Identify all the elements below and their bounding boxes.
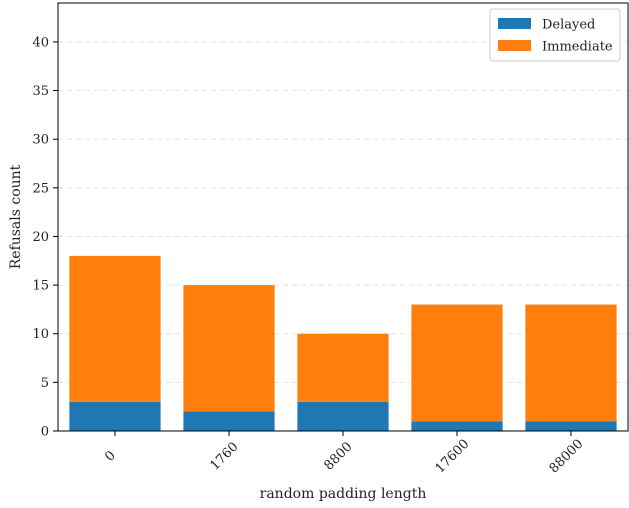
x-tick-label: 88000 bbox=[547, 437, 587, 477]
legend: Delayed Immediate bbox=[489, 8, 621, 62]
y-tick-label: 35 bbox=[32, 84, 49, 99]
axes bbox=[53, 2, 629, 436]
bar-immediate-0 bbox=[69, 255, 161, 402]
y-tick-label: 15 bbox=[32, 279, 49, 294]
y-tick-label: 0 bbox=[41, 425, 49, 440]
y-tick-label: 25 bbox=[32, 181, 49, 196]
bar-immediate-1760 bbox=[183, 285, 275, 412]
x-axis-label: random padding length bbox=[260, 486, 427, 502]
bar-delayed-1760 bbox=[183, 411, 275, 431]
legend-swatch-immediate bbox=[498, 40, 531, 51]
x-tick-label: 17600 bbox=[433, 437, 473, 477]
x-tick-label: 8800 bbox=[322, 440, 356, 474]
y-tick-label: 40 bbox=[32, 35, 49, 50]
bar-immediate-17600 bbox=[411, 304, 503, 422]
bar-delayed-0 bbox=[69, 401, 161, 431]
plot-frame bbox=[57, 2, 629, 432]
x-tick-labels: 0 1760 8800 17600 88000 bbox=[102, 437, 586, 477]
legend-label-immediate: Immediate bbox=[542, 40, 613, 55]
bar-delayed-17600 bbox=[411, 421, 503, 431]
bars bbox=[69, 255, 617, 431]
y-tick-labels: 0 5 10 15 20 25 30 35 40 bbox=[32, 35, 49, 439]
y-tick-label: 20 bbox=[32, 230, 49, 245]
legend-label-delayed: Delayed bbox=[542, 18, 595, 33]
bar-delayed-88000 bbox=[525, 421, 617, 431]
bar-delayed-8800 bbox=[297, 401, 389, 431]
bar-immediate-8800 bbox=[297, 333, 389, 402]
y-tick-label: 30 bbox=[32, 133, 49, 148]
legend-swatch-delayed bbox=[498, 18, 531, 29]
y-tick-label: 10 bbox=[32, 327, 49, 342]
x-tick-label: 1760 bbox=[208, 440, 242, 474]
bar-immediate-88000 bbox=[525, 304, 617, 422]
x-tick-label: 0 bbox=[102, 448, 118, 464]
y-tick-label: 5 bbox=[41, 376, 49, 391]
y-axis-label: Refusals count bbox=[8, 164, 24, 269]
